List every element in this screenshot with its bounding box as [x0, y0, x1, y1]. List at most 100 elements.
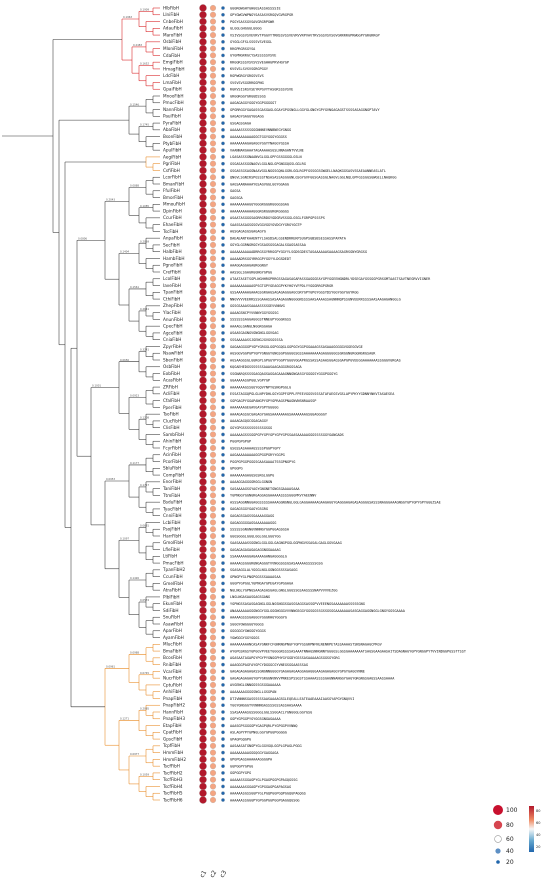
score-dot-c2: [209, 262, 217, 269]
leaf-name: PgnoFibH: [163, 263, 182, 268]
branch-length-label: 0.1059: [140, 773, 149, 777]
motif-sequence: ATAATASETSGPLNGHHRGPRRGSSAGASAGAPASSGAGG…: [230, 277, 431, 281]
leaf-name: DpinFibH: [163, 208, 182, 213]
leaf-name: PnapFibH: [163, 696, 182, 701]
score-dot-c2: [209, 255, 217, 262]
score-dot-c3: [221, 398, 225, 403]
leaf-name: PcorFibH: [163, 459, 181, 464]
score-dot-c2: [209, 675, 217, 682]
score-dot-c3: [221, 297, 225, 301]
score-dot-c1: [199, 430, 207, 439]
motif-sequence: RRGPRGRSGYSA: [230, 47, 256, 51]
leaf-name: BsduFibH: [163, 500, 182, 505]
score-dot-c3: [221, 12, 225, 17]
score-dot-c2: [209, 180, 217, 188]
score-dot-c3: [221, 263, 225, 268]
motif-sequence: GGGRGWGHYGHGGSASSASSSSIE: [230, 6, 281, 10]
score-dot-c2: [209, 465, 217, 472]
leaf-row: PnapFibH DTIVNNNSGASSSSSSAASAAAAGSGLEQEAL…: [163, 694, 354, 703]
score-dot-c3: [221, 148, 225, 152]
score-dot-c1: [199, 715, 207, 723]
leaf-name: HmmFibH2: [163, 757, 186, 762]
score-dot-c3: [221, 87, 225, 92]
leaf-row: GpscFibH GPAGPGQGPG: [163, 735, 251, 743]
score-dot-c3: [221, 601, 225, 606]
score-dot-c3: [221, 371, 225, 376]
motif-sequence: AAAAAAGSSSGGPGPYGPYGPYGPYGPSSAASAAAAAGGG…: [230, 433, 344, 437]
score-dot-c2: [209, 742, 217, 749]
score-dot-c2: [209, 160, 217, 167]
leaf-row: SnuFibH AAAAAGSSSGAGGGYGGGRHGYGGGYG: [163, 613, 287, 621]
leaf-row: PnapFibH3 GGPYGPGGPYGYGGSGNGAGAAAA: [163, 715, 281, 723]
branch-length-label: 0.1561: [130, 285, 139, 289]
leaf-row: LcorFibH QNGVLSGNIRSPGSSSTNSASASSASGGGNLG…: [163, 173, 396, 181]
score-dot-c1: [199, 593, 207, 601]
score-dot-c1: [199, 187, 207, 195]
score-dot-c1: [199, 654, 207, 662]
score-dot-c2: [209, 505, 217, 512]
motif-sequence: AAAAAASGSSGGPYGLPGQPGGPGQPGGQGPAGQGS: [230, 792, 306, 796]
leaf-name: BmorFibH: [163, 195, 183, 200]
leaf-row: PaulFibH GAGAGYGAGGYGGAGG: [163, 112, 264, 121]
score-dot-c2: [209, 302, 217, 309]
branch-length-label: 0.0681: [140, 524, 149, 528]
score-dot-c1: [199, 660, 207, 669]
branch-length-label: 0.1001: [92, 384, 101, 388]
leaf-name: TscfFibH5: [162, 791, 183, 796]
motif-sequence: YGGYGNGGGTVVNNNGASSSSGSSASSAASAAAA: [230, 704, 303, 708]
leaf-name: AgceFibH: [163, 330, 182, 335]
score-dot-c3: [221, 182, 225, 186]
legend-circle-40: [495, 848, 501, 854]
score-dot-c2: [209, 356, 217, 364]
score-dot-c1: [199, 335, 207, 344]
score-dot-c2: [209, 763, 217, 770]
leaf-row: AtraFibH NGLNGLYGPNGSAAGASASGAGLGNGLGGGSS…: [163, 586, 337, 594]
score-dot-c3: [221, 737, 225, 741]
leaf-name: HambFibH: [163, 256, 185, 261]
motif-sequence: GRGGRGGYGRGGDSSGS: [230, 94, 266, 98]
score-dot-c1: [199, 464, 207, 473]
leaf-name: LcolFibH: [163, 276, 180, 281]
leaf-name: TscfFibH2: [162, 770, 183, 775]
legend-circle-80: [493, 820, 503, 830]
motif-sequence: AAGAGAGGYGGGYGGPGGGGGT: [230, 101, 277, 105]
leaf-row: IaveFibH AAAAAAAAAAASPSGTGPYGEAGGPYKYHGYV…: [163, 281, 334, 290]
score-dot-c3: [221, 236, 225, 240]
score-dot-c1: [199, 755, 207, 764]
motif-sequence: GPGGPG: [230, 467, 243, 471]
score-dot-c2: [209, 343, 217, 350]
score-dot-c2: [209, 363, 217, 370]
motif-sequence: GSGASSGSAGGNAAVGGLNGGSGQNLGGRLGGLRGPFGSS…: [230, 169, 386, 173]
branch-length-label: 0.1909: [140, 8, 149, 12]
motif-sequence: GAGAGAGAGAGYGPYGRGGNVNVVPNKESPSSGSTSSAAA…: [230, 676, 395, 680]
leaf-row: TscfFibH2 GGPGGPYGPG: [162, 769, 251, 777]
leaf-row: FcyrFibH GSGSSASAAAAGSSSSPGGPYGPY: [163, 444, 281, 452]
motif-sequence: YGPNGGYGGNGRGAGGASGAAAAASSSSGGGPRVYAEENN…: [230, 494, 317, 498]
score-dot-c3: [221, 405, 225, 410]
motif-sequence: AAAAAAAAAAAGGGTGGYGGGYGGGSS: [230, 135, 287, 139]
score-dot-c2: [209, 201, 217, 208]
motif-sequence: AAAAAGSGGGRGNGAGGGTVVNGGSGSGSASAAAAASSSS…: [230, 561, 323, 565]
score-dot-c1: [199, 288, 207, 297]
motif-sequence: NNGVVVVEERRSSSGAAASSASAAGAGGNGGGGNSSSSAA…: [230, 297, 401, 301]
score-dot-c3: [221, 744, 225, 748]
score-dot-c2: [209, 282, 217, 289]
score-dot-c3: [221, 791, 225, 796]
score-dot-c2: [209, 72, 217, 79]
leaf-row: LcbiFibH GAGAGGGGGAGSAAAAAAAGGG: [163, 518, 276, 527]
motif-sequence: AAAAAAAAAAADRRGSGYRRGGPYGGYYLSGDSGDESTAS…: [230, 250, 367, 254]
score-dot-c3: [221, 568, 225, 572]
leaf-name: AnhiFibH: [163, 689, 181, 694]
motif-sequence: RGPWGRGYGRGSVSVS: [230, 74, 264, 78]
leaf-row: HlbFibH GGGRGWGHYGHGGSASSASSSSIE: [163, 4, 281, 12]
score-dot-c3: [221, 642, 225, 647]
score-dot-c1: [199, 315, 207, 324]
score-dot-c3: [221, 216, 225, 220]
leaf-name: AparFibH: [163, 628, 182, 633]
score-dot-c2: [209, 587, 217, 594]
branch-length-label: 0.2641: [140, 307, 149, 311]
leaf-name: HarrFibH: [163, 533, 181, 538]
motif-sequence: AAAAAAAAAAAGGGRGRGGGRGRGGGGS: [230, 209, 289, 213]
score-dot-c1: [199, 11, 207, 19]
score-dot-c3: [221, 243, 225, 247]
